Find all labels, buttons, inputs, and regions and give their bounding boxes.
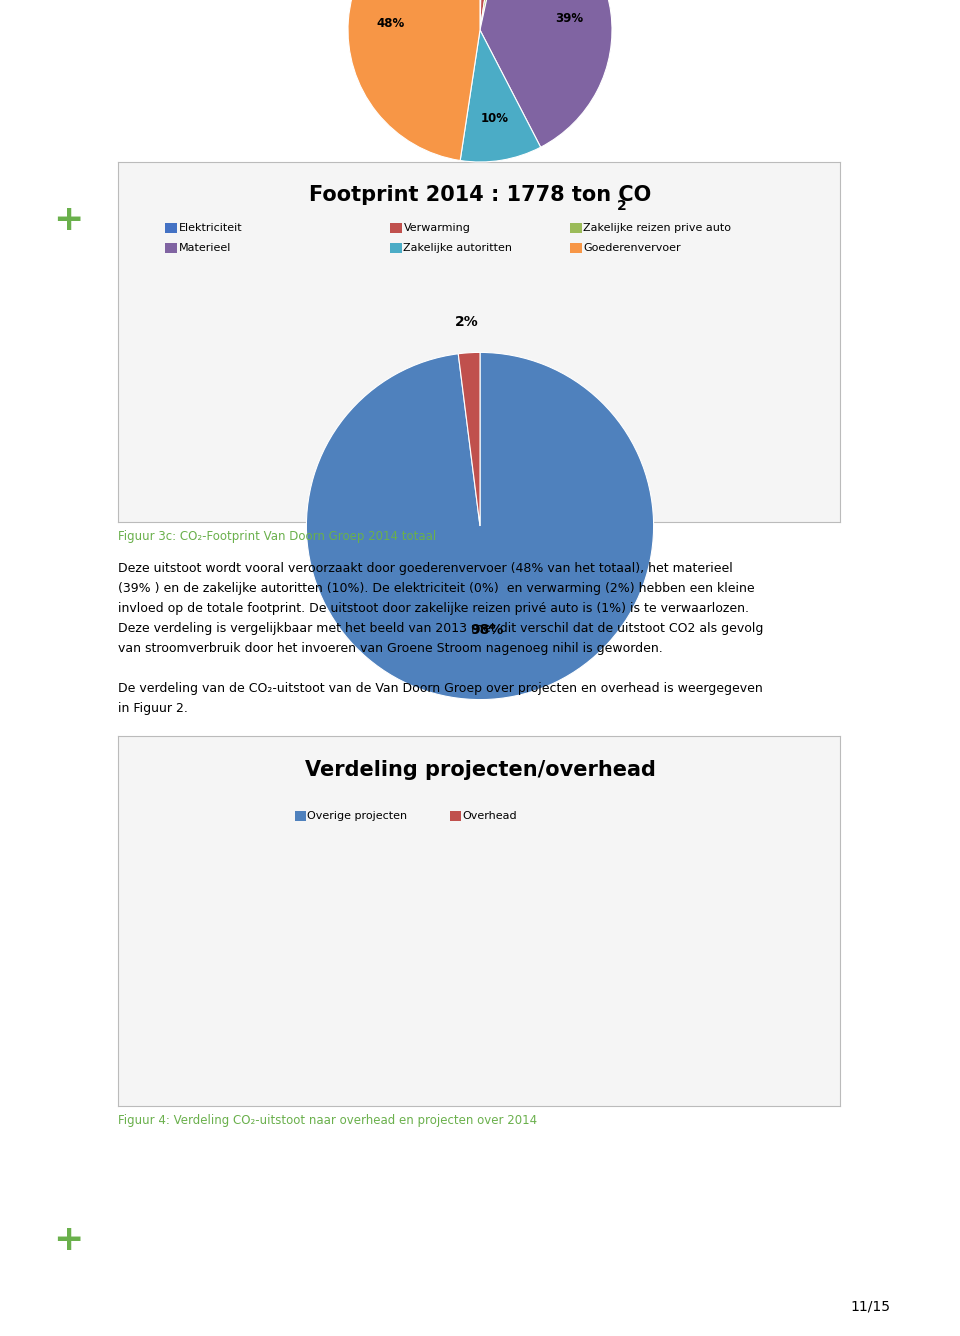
Text: Zakelijke reizen prive auto: Zakelijke reizen prive auto [584, 223, 732, 232]
Text: invloed op de totale footprint. De uitstoot door zakelijke reizen privé auto is : invloed op de totale footprint. De uitst… [118, 603, 749, 615]
Text: 11/15: 11/15 [850, 1300, 890, 1315]
Wedge shape [480, 0, 483, 29]
Text: 10%: 10% [481, 112, 509, 126]
Text: 2: 2 [617, 199, 627, 212]
Wedge shape [306, 353, 654, 700]
Text: Materieel: Materieel [179, 243, 230, 253]
Text: Deze verdeling is vergelijkbaar met het beeld van 2013 met dit verschil dat de u: Deze verdeling is vergelijkbaar met het … [118, 623, 763, 635]
Wedge shape [480, 0, 508, 29]
Text: (39% ) en de zakelijke autoritten (10%). De elektriciteit (0%)  en verwarming (2: (39% ) en de zakelijke autoritten (10%).… [118, 582, 755, 595]
Text: in Figuur 2.: in Figuur 2. [118, 701, 188, 715]
Wedge shape [480, 0, 500, 29]
Text: De verdeling van de CO₂-uitstoot van de Van Doorn Groep over projecten en overhe: De verdeling van de CO₂-uitstoot van de … [118, 681, 763, 695]
Text: Figuur 4: Verdeling CO₂-uitstoot naar overhead en projecten over 2014: Figuur 4: Verdeling CO₂-uitstoot naar ov… [118, 1114, 538, 1128]
Text: van stroomverbruik door het invoeren van Groene Stroom nagenoeg nihil is geworde: van stroomverbruik door het invoeren van… [118, 643, 662, 655]
Text: 48%: 48% [376, 17, 404, 29]
Text: Overige projecten: Overige projecten [307, 811, 408, 822]
Wedge shape [460, 29, 540, 162]
Text: Footprint 2014 : 1778 ton CO: Footprint 2014 : 1778 ton CO [309, 184, 651, 204]
Text: Zakelijke autoritten: Zakelijke autoritten [403, 243, 513, 253]
Text: +: + [53, 203, 84, 236]
Text: Verdeling projecten/overhead: Verdeling projecten/overhead [304, 760, 656, 780]
Text: Elektriciteit: Elektriciteit [179, 223, 242, 232]
Wedge shape [480, 0, 612, 147]
Wedge shape [348, 0, 480, 160]
Text: 98%: 98% [469, 623, 503, 637]
Text: +: + [53, 1222, 84, 1257]
Text: Verwarming: Verwarming [403, 223, 470, 232]
Text: 39%: 39% [555, 12, 583, 24]
Wedge shape [458, 353, 480, 526]
Text: Figuur 3c: CO₂-Footprint Van Doorn Groep 2014 totaal: Figuur 3c: CO₂-Footprint Van Doorn Groep… [118, 530, 436, 542]
Text: Overhead: Overhead [463, 811, 517, 822]
Text: 2%: 2% [455, 314, 479, 329]
Text: Deze uitstoot wordt vooral veroorzaakt door goederenvervoer (48% van het totaal): Deze uitstoot wordt vooral veroorzaakt d… [118, 562, 732, 574]
Text: Goederenvervoer: Goederenvervoer [584, 243, 681, 253]
